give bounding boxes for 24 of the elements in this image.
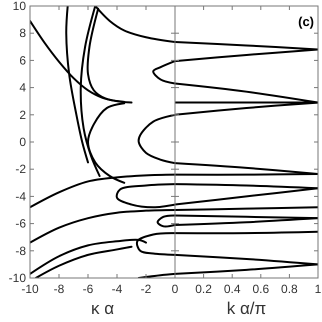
y-tick-label: 4 xyxy=(19,80,26,95)
y-tick-label: 6 xyxy=(19,53,26,68)
y-tick-label: -8 xyxy=(15,244,26,258)
x-tick-label: 0.6 xyxy=(252,282,270,296)
y-tick-label: 8 xyxy=(19,26,26,40)
x-tick-label: 0.8 xyxy=(281,282,298,296)
y-tick-label: 10 xyxy=(12,0,26,13)
x-axis-title: κ α xyxy=(90,299,114,318)
x-tick-label: -6 xyxy=(82,282,94,296)
y-tick-label: 0 xyxy=(19,135,26,149)
y-tick-label: 2 xyxy=(19,108,26,122)
y-tick-label: -4 xyxy=(15,189,26,204)
x-tick-label: 0.4 xyxy=(224,282,241,296)
y-tick-label: -2 xyxy=(15,162,26,176)
y-tick-label: -6 xyxy=(15,216,26,231)
x-tick-label: -4 xyxy=(112,282,123,296)
x-tick-label: -2 xyxy=(140,282,152,296)
annotation: (c) xyxy=(298,14,314,29)
x-tick-label: -8 xyxy=(54,282,65,296)
x-tick-label: 0.2 xyxy=(195,282,212,296)
x-axis-title: k α/π xyxy=(226,299,266,318)
x-tick-label: 0 xyxy=(172,282,179,296)
x-tick-label: 1 xyxy=(314,282,322,296)
y-tick-label: -10 xyxy=(8,271,26,285)
